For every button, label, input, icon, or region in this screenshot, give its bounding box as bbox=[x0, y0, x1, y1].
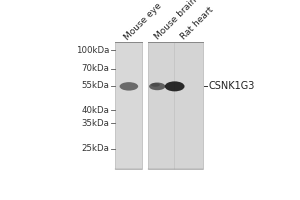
Bar bbox=[148, 42, 203, 169]
Text: Rat heart: Rat heart bbox=[179, 5, 215, 42]
Text: 100kDa: 100kDa bbox=[76, 46, 110, 55]
Text: Mouse eye: Mouse eye bbox=[122, 1, 163, 42]
Ellipse shape bbox=[120, 82, 138, 91]
Ellipse shape bbox=[149, 83, 165, 90]
Bar bbox=[116, 42, 142, 169]
Text: 55kDa: 55kDa bbox=[82, 81, 110, 90]
Ellipse shape bbox=[151, 83, 160, 87]
Text: 25kDa: 25kDa bbox=[82, 144, 110, 153]
Ellipse shape bbox=[165, 81, 184, 91]
Text: 40kDa: 40kDa bbox=[82, 106, 110, 115]
Text: 35kDa: 35kDa bbox=[82, 119, 110, 128]
Text: Mouse brain: Mouse brain bbox=[153, 0, 199, 42]
Text: CSNK1G3: CSNK1G3 bbox=[208, 81, 255, 91]
Text: 70kDa: 70kDa bbox=[82, 64, 110, 73]
